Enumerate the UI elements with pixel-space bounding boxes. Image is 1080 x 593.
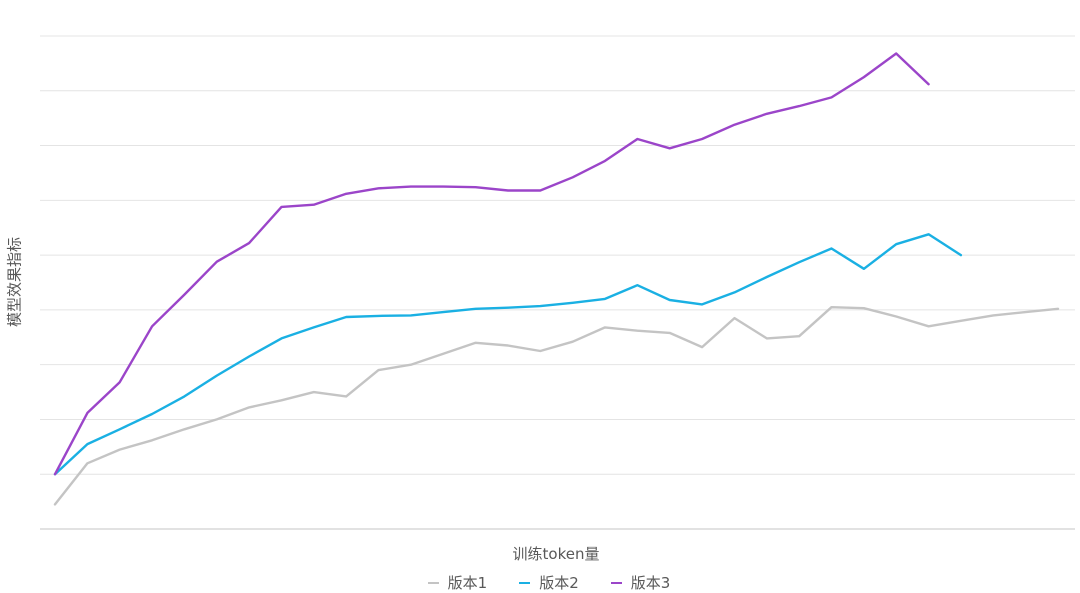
legend-item-series-2[interactable]: 版本2 xyxy=(519,572,579,593)
legend-label-series-2: 版本2 xyxy=(539,574,579,592)
legend: 版本1 版本2 版本3 xyxy=(0,572,1080,593)
legend-label-series-1: 版本1 xyxy=(447,574,488,592)
series-line-2[interactable] xyxy=(53,233,963,476)
series-line-1[interactable] xyxy=(53,306,1060,506)
legend-item-series-1[interactable]: 版本1 xyxy=(427,572,488,593)
grid-layer xyxy=(40,35,1075,530)
series-layer xyxy=(53,52,1060,506)
legend-swatch-series-1 xyxy=(427,581,439,584)
y-axis-title: 模型效果指标 xyxy=(5,236,24,328)
series-line-3[interactable] xyxy=(53,52,930,476)
legend-swatch-series-2 xyxy=(519,581,531,584)
legend-label-series-3: 版本3 xyxy=(630,574,671,592)
legend-item-series-3[interactable]: 版本3 xyxy=(610,572,671,593)
legend-swatch-series-3 xyxy=(610,581,622,584)
x-axis-title: 训练token量 xyxy=(512,545,600,563)
